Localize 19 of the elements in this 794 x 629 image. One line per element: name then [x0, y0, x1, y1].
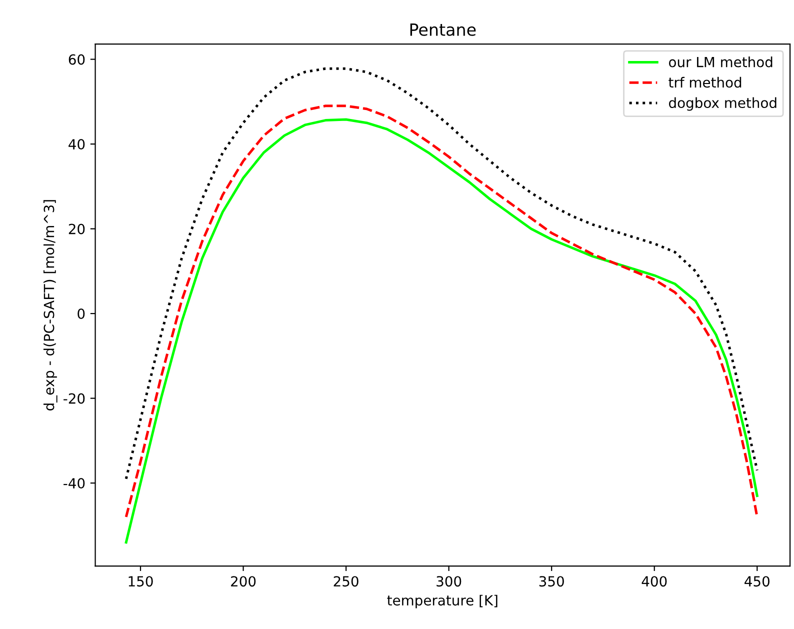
- y-tick-label: 0: [78, 308, 85, 320]
- y-tick-label: -20: [64, 393, 85, 404]
- x-tick-label: 450: [744, 576, 770, 587]
- y-axis-title: d_exp - d(PC-SAFT) [mol/m^3]: [43, 200, 58, 410]
- y-tick-label: 40: [68, 139, 85, 150]
- legend-label: our LM method: [669, 56, 772, 68]
- legend-label: dogbox method: [669, 97, 776, 111]
- y-tick-label: -40: [64, 478, 85, 489]
- x-tick-label: 250: [334, 576, 358, 587]
- x-tick-label: 400: [642, 576, 667, 587]
- chart-title: Pentane: [410, 24, 476, 36]
- x-tick-label: 150: [128, 576, 153, 587]
- x-tick-label: 200: [231, 576, 256, 587]
- y-tick-label: 20: [68, 224, 85, 234]
- x-tick-label: 300: [436, 576, 462, 587]
- x-axis-title: temperature [K]: [387, 594, 498, 608]
- y-tick-label: 60: [68, 54, 85, 65]
- x-tick-label: 350: [539, 576, 564, 587]
- legend-label: trf method: [668, 76, 742, 88]
